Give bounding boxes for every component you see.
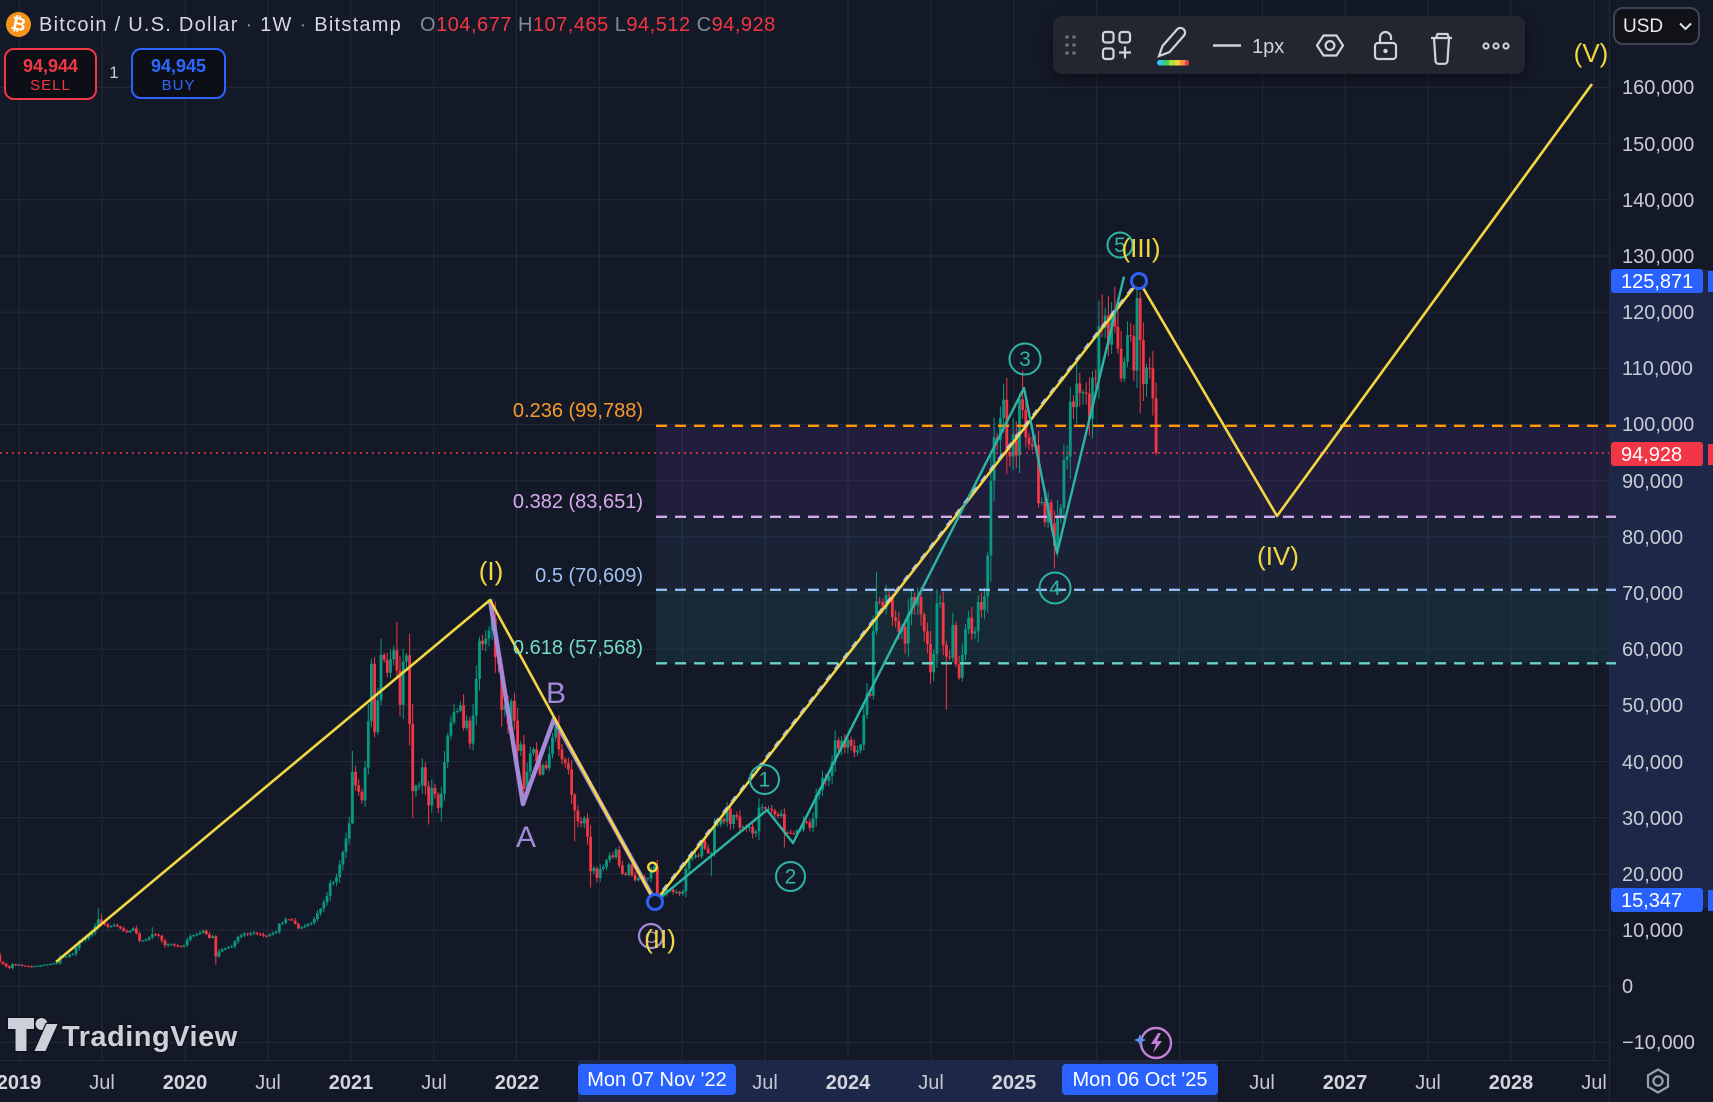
svg-text:Jul: Jul [1581,1072,1607,1094]
svg-text:2020: 2020 [163,1072,208,1094]
svg-text:150,000: 150,000 [1622,134,1694,156]
svg-text:40,000: 40,000 [1622,752,1683,774]
svg-text:2027: 2027 [1323,1072,1368,1094]
svg-text:140,000: 140,000 [1622,190,1694,212]
svg-text:125,871: 125,871 [1621,271,1693,293]
svg-text:90,000: 90,000 [1622,471,1683,493]
svg-text:B: B [546,677,566,710]
svg-text:20,000: 20,000 [1622,864,1683,886]
svg-text:15,347: 15,347 [1621,890,1682,912]
svg-text:Jul: Jul [421,1072,447,1094]
svg-text:5: 5 [1114,234,1126,257]
svg-text:30,000: 30,000 [1622,808,1683,830]
svg-text:TradingView: TradingView [62,1021,238,1053]
svg-text:A: A [516,821,536,854]
svg-text:0.5 (70,609): 0.5 (70,609) [535,565,643,587]
svg-text:130,000: 130,000 [1622,246,1694,268]
svg-text:Jul: Jul [255,1072,281,1094]
svg-text:100,000: 100,000 [1622,414,1694,436]
svg-text:2025: 2025 [992,1072,1037,1094]
svg-text:0.236 (99,788): 0.236 (99,788) [513,400,643,422]
svg-text:Jul: Jul [752,1072,778,1094]
svg-text:1: 1 [759,769,771,792]
svg-text:Jul: Jul [1415,1072,1441,1094]
svg-text:Jul: Jul [1249,1072,1275,1094]
svg-text:4: 4 [1049,577,1061,600]
svg-text:2019: 2019 [0,1072,41,1094]
svg-text:60,000: 60,000 [1622,639,1683,661]
svg-text:160,000: 160,000 [1622,77,1694,99]
svg-text:3: 3 [1019,348,1031,371]
svg-text:(I): (I) [479,556,504,586]
svg-text:(IV): (IV) [1257,541,1299,571]
svg-text:Jul: Jul [89,1072,115,1094]
svg-text:C: C [645,928,657,947]
svg-text:Jul: Jul [918,1072,944,1094]
svg-text:(III): (III) [1122,233,1161,263]
svg-text:80,000: 80,000 [1622,527,1683,549]
svg-text:120,000: 120,000 [1622,302,1694,324]
svg-text:0: 0 [1622,976,1633,998]
svg-text:1px: 1px [1252,36,1284,58]
svg-text:2022: 2022 [495,1072,540,1094]
svg-text:2021: 2021 [329,1072,374,1094]
svg-text:94,928: 94,928 [1621,444,1682,466]
svg-text:2: 2 [785,866,797,889]
svg-text:10,000: 10,000 [1622,920,1683,942]
svg-text:2024: 2024 [826,1072,871,1094]
svg-text:(V): (V) [1574,38,1609,68]
svg-text:0.382 (83,651): 0.382 (83,651) [513,491,643,513]
svg-text:70,000: 70,000 [1622,583,1683,605]
svg-text:110,000: 110,000 [1622,358,1693,380]
svg-text:Mon 06 Oct '25: Mon 06 Oct '25 [1073,1069,1208,1091]
svg-text:Mon 07 Nov '22: Mon 07 Nov '22 [587,1069,726,1091]
svg-text:50,000: 50,000 [1622,695,1683,717]
svg-text:0.618 (57,568): 0.618 (57,568) [513,637,643,659]
svg-text:2028: 2028 [1489,1072,1534,1094]
svg-text:−10,000: −10,000 [1622,1032,1695,1054]
svg-text:(II): (II) [644,924,676,954]
